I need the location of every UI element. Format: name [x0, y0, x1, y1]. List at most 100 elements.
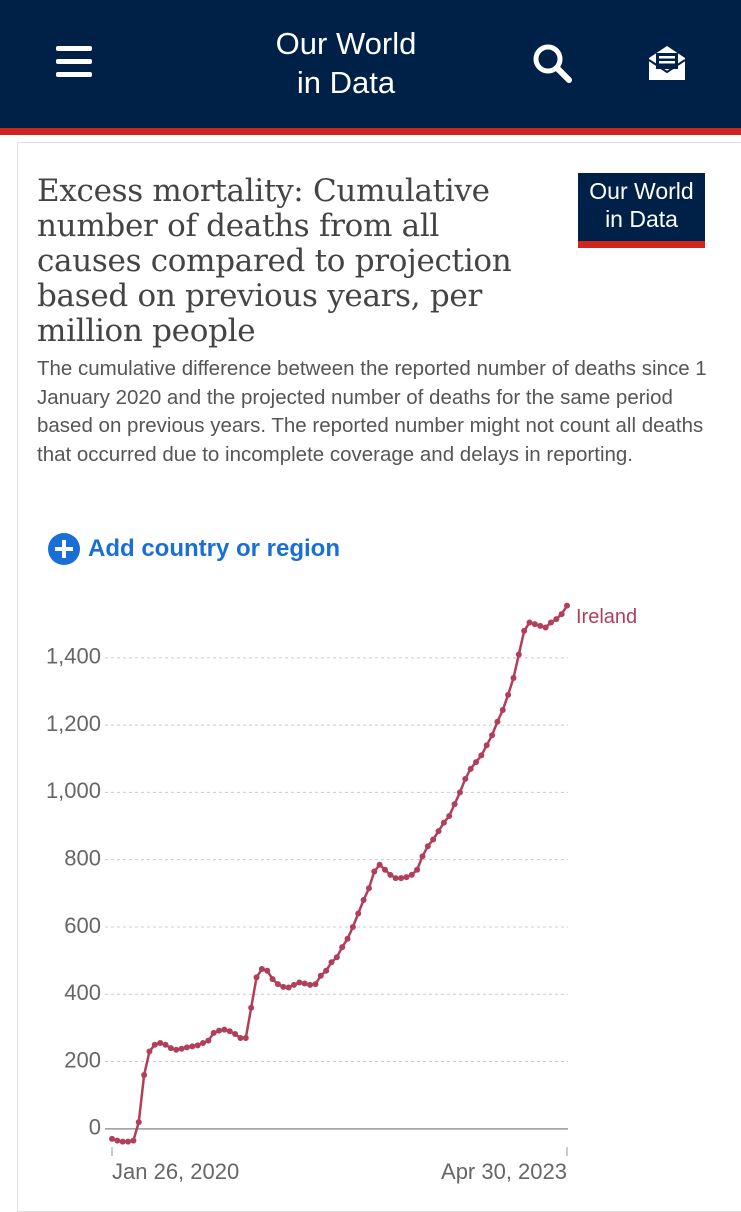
data-point — [344, 935, 351, 942]
data-point — [531, 621, 538, 628]
data-point — [205, 1037, 212, 1044]
data-point — [194, 1042, 201, 1049]
data-point — [473, 759, 479, 766]
plus-icon — [48, 533, 80, 565]
data-point — [489, 732, 496, 739]
data-point — [173, 1046, 180, 1053]
search-icon[interactable] — [532, 43, 572, 83]
data-point — [462, 775, 469, 782]
data-point — [365, 885, 372, 892]
data-point — [328, 959, 335, 966]
data-point — [499, 706, 506, 713]
data-point — [114, 1137, 121, 1144]
data-point — [307, 981, 314, 988]
newsletter-icon[interactable] — [647, 44, 687, 82]
data-point — [339, 944, 346, 951]
series-label: Ireland — [576, 606, 637, 628]
data-point — [553, 616, 560, 623]
data-point — [526, 619, 533, 626]
data-point — [547, 619, 554, 626]
data-point — [440, 819, 447, 826]
data-point — [392, 875, 399, 882]
data-point — [424, 843, 431, 850]
add-country-label: Add country or region — [88, 535, 340, 562]
data-point — [333, 954, 340, 961]
y-tick-label: 600 — [64, 913, 101, 938]
data-point — [312, 981, 319, 988]
card-logo[interactable]: Our World in Data — [578, 173, 705, 248]
data-point — [419, 853, 426, 860]
data-point — [382, 866, 388, 873]
data-point — [515, 651, 522, 658]
data-point — [483, 742, 490, 749]
data-point — [510, 675, 517, 682]
data-point — [398, 875, 405, 882]
data-point — [414, 866, 421, 873]
data-point — [505, 691, 512, 698]
data-point — [141, 1071, 148, 1078]
data-point — [408, 871, 415, 878]
data-point — [248, 1004, 255, 1011]
y-tick-label: 400 — [64, 980, 101, 1005]
data-point — [296, 979, 303, 986]
data-point — [376, 861, 383, 868]
logo-line: Our World — [589, 178, 694, 204]
logo-line: in Data — [605, 206, 678, 232]
data-point — [478, 752, 485, 759]
menu-icon[interactable] — [56, 46, 92, 78]
data-point — [280, 983, 287, 990]
data-point — [387, 871, 394, 878]
data-point — [125, 1138, 132, 1145]
y-tick-label: 1,200 — [46, 711, 101, 736]
chart-subtitle: The cumulative difference between the re… — [37, 357, 707, 466]
data-point — [564, 602, 570, 609]
data-point — [269, 976, 276, 983]
data-point — [200, 1040, 206, 1047]
data-point — [467, 765, 474, 772]
y-tick-label: 1,400 — [46, 644, 101, 669]
data-point — [355, 910, 362, 917]
data-point — [323, 967, 330, 974]
data-point — [301, 980, 308, 987]
data-point — [162, 1041, 169, 1048]
x-tick-label: Jan 26, 2020 — [112, 1159, 239, 1184]
site-logo[interactable]: Our World in Data — [246, 24, 446, 102]
data-point — [264, 967, 271, 974]
data-point — [130, 1137, 137, 1144]
data-point — [109, 1135, 115, 1142]
data-point — [542, 624, 549, 631]
data-point — [253, 974, 260, 981]
data-point — [189, 1043, 196, 1050]
data-point — [317, 972, 324, 979]
x-tick-label: Apr 30, 2023 — [441, 1159, 567, 1184]
data-point — [360, 897, 367, 904]
data-point — [446, 812, 453, 819]
data-point — [494, 718, 501, 725]
data-point — [403, 874, 410, 881]
logo-line: in Data — [296, 65, 396, 100]
data-point — [537, 622, 544, 629]
data-point — [151, 1041, 158, 1048]
add-country-button[interactable]: Add country or region — [48, 533, 340, 565]
data-point — [119, 1138, 126, 1145]
data-point — [430, 836, 437, 843]
logo-line: Our World — [275, 26, 417, 61]
y-tick-label: 1,000 — [46, 778, 101, 803]
data-point — [435, 828, 442, 835]
data-point — [285, 984, 292, 991]
data-point — [232, 1030, 239, 1037]
data-point — [371, 868, 378, 875]
data-point — [178, 1045, 185, 1052]
top-bar: Our World in Data — [0, 0, 741, 135]
data-point — [558, 611, 565, 618]
data-point — [237, 1034, 244, 1041]
data-point — [242, 1034, 249, 1041]
data-point — [221, 1026, 228, 1033]
data-point — [521, 627, 528, 634]
data-point — [210, 1029, 217, 1036]
y-tick-label: 0 — [89, 1115, 101, 1140]
y-tick-label: 800 — [64, 845, 101, 870]
data-point — [291, 981, 297, 988]
